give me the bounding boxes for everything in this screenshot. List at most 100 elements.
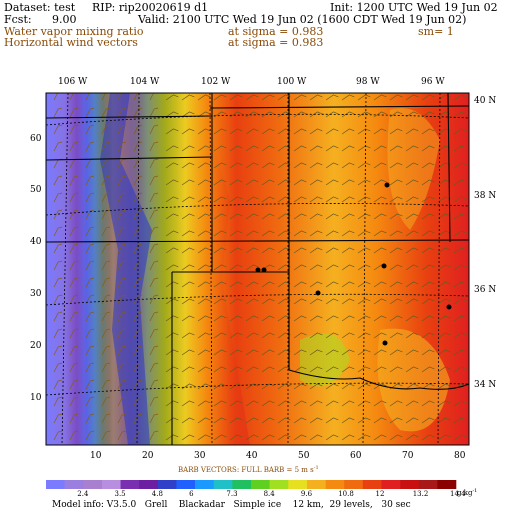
- wind-barb: [373, 247, 387, 254]
- x-tick-label: 30: [194, 451, 206, 461]
- field1-smoothing: sm= 1: [418, 25, 454, 38]
- wind-barb: [53, 362, 63, 373]
- y-tick-label: 40: [30, 237, 42, 247]
- wind-barb: [421, 145, 435, 152]
- color-bar-swatch: [381, 480, 401, 489]
- city-markers: [255, 182, 452, 346]
- wind-barb: [421, 383, 435, 390]
- wind-barb: [117, 141, 127, 152]
- wind-barb: [373, 383, 387, 390]
- wind-barb: [165, 145, 179, 152]
- wind-barb: [373, 111, 387, 118]
- wind-barb: [165, 230, 179, 237]
- wind-barb: [357, 94, 371, 101]
- wind-barb: [309, 213, 323, 220]
- wind-barb: [325, 213, 339, 220]
- wind-barb: [373, 196, 387, 203]
- wind-barb: [181, 366, 195, 373]
- wind-barb: [69, 175, 79, 186]
- wind-barb: [181, 298, 195, 305]
- wind-barb: [101, 277, 111, 288]
- wind-barb: [341, 400, 355, 407]
- wind-barb: [437, 196, 451, 203]
- wind-barb: [149, 260, 159, 271]
- wind-barb: [437, 247, 451, 254]
- wind-barb: [53, 430, 63, 441]
- wind-barb: [405, 230, 419, 237]
- wind-barb: [85, 311, 95, 322]
- wind-barb: [117, 175, 127, 186]
- field1-label: Water vapor mixing ratio: [4, 25, 144, 38]
- wind-barb: [133, 226, 143, 237]
- wind-barb: [245, 349, 259, 356]
- wind-barb: [101, 93, 106, 101]
- wind-barb: [373, 281, 387, 288]
- wind-barb: [69, 362, 79, 373]
- wind-barb: [341, 179, 355, 186]
- wind-barb: [293, 162, 307, 169]
- wind-barb: [405, 383, 419, 390]
- wind-barb: [197, 332, 211, 339]
- wind-barb: [181, 213, 195, 220]
- barb-caption: BARB VECTORS: FULL BARB = 5 m s-1: [178, 465, 319, 474]
- wind-barb: [69, 209, 79, 220]
- wind-barb: [149, 277, 159, 288]
- wind-barb: [85, 413, 95, 424]
- wind-barb: [149, 158, 159, 169]
- wind-barb: [229, 94, 243, 101]
- wind-barb: [437, 281, 451, 288]
- wind-barb: [101, 345, 111, 356]
- wind-barb: [85, 93, 90, 101]
- color-bar-swatch: [195, 480, 215, 489]
- wind-barb: [437, 94, 451, 101]
- wind-barb: [85, 260, 95, 271]
- wind-barb: [229, 315, 243, 322]
- wind-barb: [213, 366, 227, 373]
- wind-barb: [341, 281, 355, 288]
- wind-barb: [453, 128, 467, 135]
- wind-barb: [149, 226, 159, 237]
- wind-barb: [421, 332, 435, 339]
- wind-barb: [309, 400, 323, 407]
- color-bar-swatch: [46, 480, 65, 489]
- wind-barb: [229, 417, 243, 424]
- wind-barb: [133, 396, 143, 407]
- wind-barb: [453, 264, 467, 271]
- color-bar-label: 8.4: [264, 490, 276, 498]
- wind-barb: [245, 94, 259, 101]
- wind-barb: [69, 192, 79, 203]
- wind-barb: [133, 430, 143, 441]
- wind-barb: [245, 128, 259, 135]
- wind-barb: [309, 383, 323, 390]
- wind-barb: [421, 247, 435, 254]
- wind-barb: [133, 175, 143, 186]
- wind-barb: [181, 230, 195, 237]
- wind-barb: [117, 93, 122, 101]
- wind-barb: [325, 111, 339, 118]
- wind-barb: [261, 145, 275, 152]
- wind-barb: [389, 281, 403, 288]
- wind-barb: [405, 332, 419, 339]
- wind-barb: [437, 434, 451, 441]
- x-tick-label: 60: [350, 451, 362, 461]
- wind-barb: [293, 213, 307, 220]
- field1-level: at sigma = 0.983: [228, 25, 324, 38]
- wind-barb: [389, 145, 403, 152]
- lat-label: 36 N: [474, 285, 496, 295]
- wind-barb: [293, 434, 307, 441]
- wind-barb: [181, 145, 195, 152]
- wind-barb: [293, 417, 307, 424]
- wind-barb: [197, 111, 211, 118]
- lon-label: 106 W: [58, 77, 88, 87]
- wind-barb: [405, 281, 419, 288]
- wind-barb: [133, 413, 143, 424]
- wind-barb: [149, 175, 159, 186]
- wind-barb: [229, 179, 243, 186]
- color-bar-label: 4.8: [152, 490, 163, 498]
- wind-barb: [117, 209, 127, 220]
- color-bar-swatch: [101, 480, 121, 489]
- wind-barb: [293, 264, 307, 271]
- wind-barb: [101, 243, 111, 254]
- wind-barb: [229, 400, 243, 407]
- wind-barb: [181, 417, 195, 424]
